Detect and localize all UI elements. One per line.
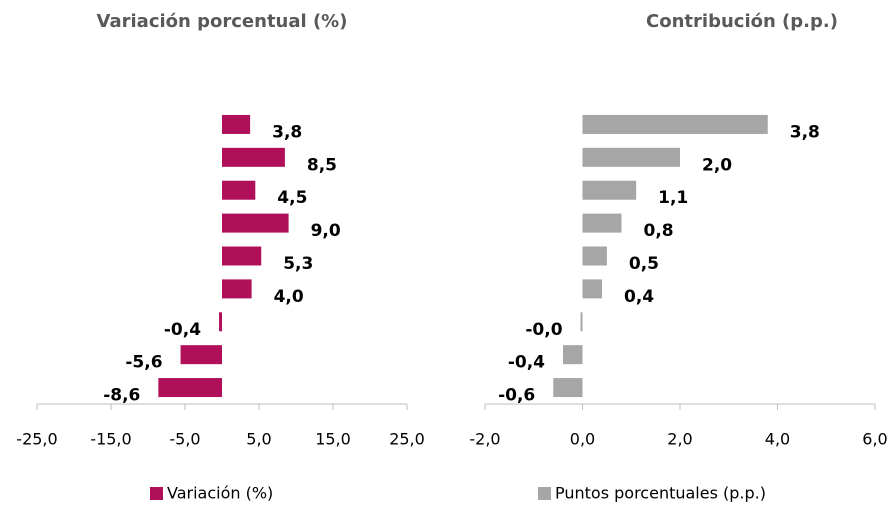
value-label: -5,6 (125, 353, 162, 373)
value-label: 0,5 (629, 254, 659, 274)
x-tick-label: -15,0 (90, 430, 131, 449)
bar (563, 345, 583, 365)
value-label: -8,6 (103, 386, 140, 406)
value-label: 4,0 (274, 287, 304, 307)
x-tick-label: 6,0 (862, 430, 887, 449)
bar (582, 114, 768, 134)
bar (222, 279, 252, 299)
bar (582, 246, 607, 266)
legend-swatch (538, 487, 551, 500)
value-label: -0,6 (498, 386, 535, 406)
value-label: 9,0 (311, 221, 341, 241)
value-label: 0,8 (644, 221, 674, 241)
x-tick-label: -2,0 (469, 430, 500, 449)
value-label: -0,0 (525, 320, 562, 340)
bar (222, 147, 285, 167)
value-label: 1,1 (658, 188, 688, 208)
chart-title: Variación porcentual (%) (97, 11, 348, 32)
bar (158, 378, 222, 398)
bar (582, 279, 602, 299)
legend-label: Variación (%) (167, 484, 273, 503)
value-label: 4,5 (277, 188, 307, 208)
x-tick-label: 4,0 (765, 430, 790, 449)
bar (222, 114, 251, 134)
value-label: 2,0 (702, 155, 732, 175)
bar (582, 147, 680, 167)
bar (219, 312, 222, 332)
bar (180, 345, 222, 365)
value-label: 5,3 (283, 254, 313, 274)
x-tick-label: 15,0 (315, 430, 351, 449)
x-tick-label: 2,0 (667, 430, 692, 449)
x-tick-label: 0,0 (570, 430, 595, 449)
value-label: -0,4 (164, 320, 201, 340)
x-tick-label: 5,0 (246, 430, 271, 449)
value-label: 3,8 (790, 122, 820, 142)
bar (580, 312, 583, 332)
bar (582, 180, 637, 200)
value-label: 8,5 (307, 155, 337, 175)
bar (582, 213, 622, 233)
value-label: 3,8 (272, 122, 302, 142)
x-tick-label: -5,0 (169, 430, 200, 449)
bar (553, 378, 583, 398)
bar (222, 213, 289, 233)
legend-label: Puntos porcentuales (p.p.) (555, 484, 766, 503)
x-tick-label: 25,0 (389, 430, 425, 449)
value-label: 0,4 (624, 287, 654, 307)
chart-title: Contribución (p.p.) (646, 11, 838, 32)
legend-swatch (150, 487, 163, 500)
value-label: -0,4 (508, 353, 545, 373)
bar (222, 246, 262, 266)
x-tick-label: -25,0 (16, 430, 57, 449)
bar (222, 180, 256, 200)
